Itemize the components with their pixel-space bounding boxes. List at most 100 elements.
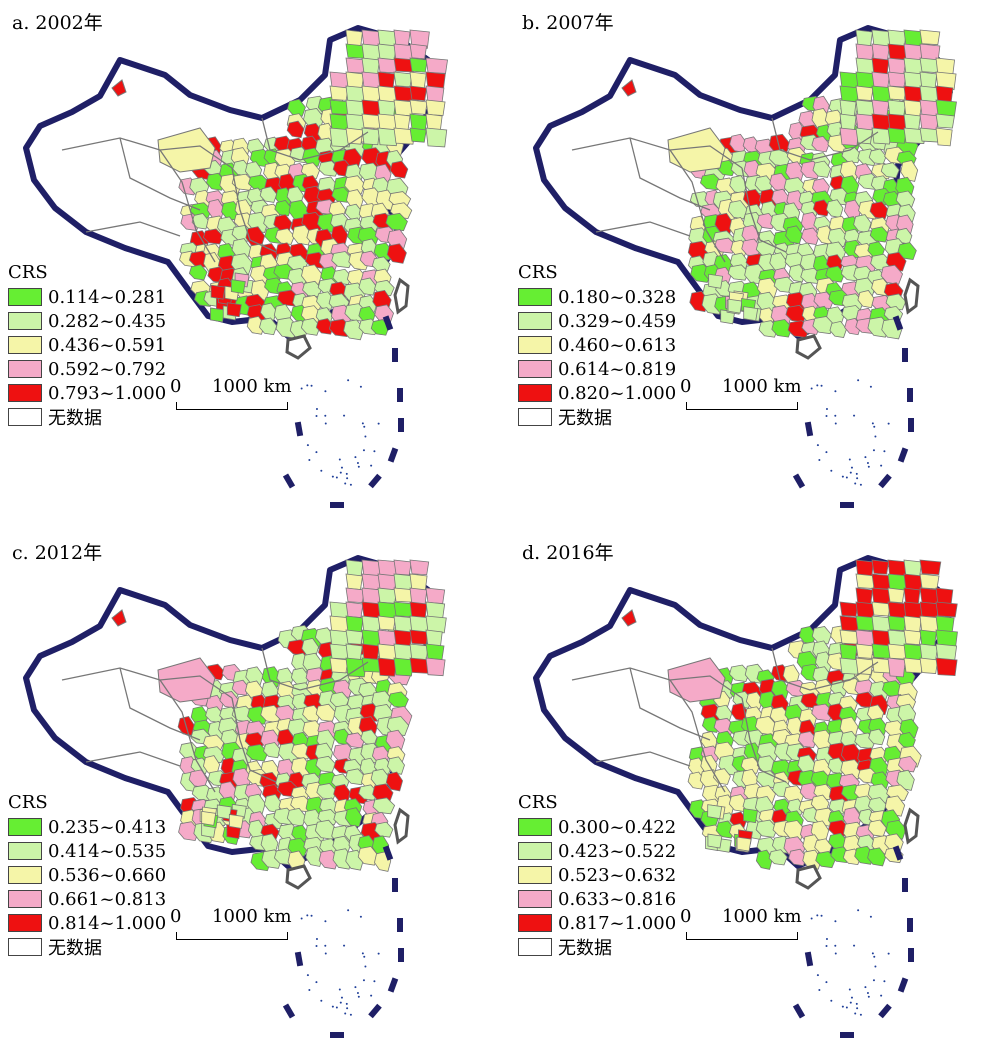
island-dot	[855, 472, 858, 475]
island-dot	[810, 387, 813, 390]
nine-dash-line	[792, 315, 914, 508]
island-dot	[816, 914, 819, 917]
scale-zero: 0	[680, 906, 692, 927]
legend-item: 0.592~0.792	[8, 357, 166, 381]
city-region	[316, 291, 335, 310]
island-dot	[315, 407, 318, 410]
legend-swatch	[518, 408, 552, 426]
island-dot	[343, 944, 346, 947]
island-dot	[845, 1006, 848, 1009]
city-region	[855, 643, 875, 659]
city-region	[377, 127, 399, 147]
island-dot	[810, 917, 813, 920]
legend-item: 0.235~0.413	[8, 815, 166, 839]
city-region	[871, 71, 891, 89]
legend-item-nodata: 无数据	[8, 405, 166, 429]
island-dot	[850, 466, 853, 469]
city-region	[727, 264, 750, 281]
island-dot	[849, 1001, 852, 1004]
island-dot	[834, 390, 837, 393]
city-region	[801, 227, 820, 245]
island-dot	[370, 994, 373, 997]
city-region	[756, 741, 780, 762]
scale-zero: 0	[170, 376, 182, 397]
city-region	[377, 615, 396, 631]
city-region	[201, 810, 217, 826]
city-region	[880, 264, 904, 285]
city-region	[812, 316, 835, 335]
city-regions	[621, 29, 957, 340]
city-region	[386, 716, 410, 736]
city-region	[840, 759, 863, 780]
city-region	[302, 704, 321, 723]
island-dot	[356, 991, 359, 994]
legend-swatch	[518, 842, 552, 860]
scale-distance: 1000 km	[722, 906, 802, 927]
city-region	[900, 160, 919, 182]
taiwan	[903, 277, 920, 315]
city-region	[729, 664, 750, 682]
city-region	[857, 290, 875, 309]
island-dot	[834, 952, 837, 955]
city-region	[286, 120, 305, 139]
city-region	[300, 317, 321, 336]
legend: CRS 0.180~0.328 0.329~0.459 0.460~0.613 …	[518, 262, 676, 429]
city-region	[372, 797, 396, 815]
city-region	[425, 615, 447, 634]
island-dot	[856, 477, 859, 480]
city-region	[409, 99, 428, 115]
hainan	[795, 334, 822, 360]
island-dot	[816, 384, 819, 387]
city-region	[331, 186, 351, 203]
city-region	[393, 113, 411, 131]
island-dot	[854, 482, 857, 485]
city-region	[345, 768, 366, 786]
city-region	[389, 160, 409, 179]
taiwan	[393, 277, 410, 315]
city-region	[756, 212, 776, 230]
legend-swatch	[518, 312, 552, 330]
legend-swatch	[8, 818, 42, 836]
island-dot	[825, 937, 828, 940]
panel-title: a. 2002年	[12, 12, 103, 34]
city-region	[409, 113, 428, 131]
island-dot	[324, 414, 327, 417]
island-dot	[315, 981, 318, 984]
island-dot	[880, 464, 883, 467]
city-region	[768, 849, 788, 866]
legend-swatch	[8, 288, 42, 306]
city-region	[357, 846, 379, 866]
city-region	[393, 71, 413, 88]
legend-item: 0.436~0.591	[8, 333, 166, 357]
island-dot	[830, 999, 833, 1002]
city-region	[245, 744, 269, 762]
island-dot	[361, 952, 364, 955]
legend-item: 0.414~0.535	[8, 839, 166, 863]
city-region	[409, 127, 427, 143]
island-dot	[873, 955, 876, 958]
china-map	[533, 25, 957, 508]
island-dot	[340, 466, 343, 469]
city-region	[871, 601, 891, 617]
legend-item: 0.820~1.000	[518, 381, 676, 405]
island-dot	[848, 988, 851, 991]
legend-item: 0.114~0.281	[8, 285, 166, 309]
city-region	[786, 798, 805, 816]
city-region	[393, 559, 412, 576]
city-region	[919, 573, 940, 590]
city-region	[425, 587, 446, 604]
south-sea-islands	[810, 379, 890, 486]
city-region	[667, 657, 726, 703]
map-panel: a. 2002年 CRS 0.114~0.281 0.282~0.435 0.4…	[0, 0, 500, 530]
legend-item: 0.661~0.813	[8, 887, 166, 911]
city-region	[370, 319, 390, 336]
map-panel: d. 2016年 CRS 0.300~0.422 0.423~0.522 0.5…	[510, 530, 1000, 1060]
island-dot	[869, 915, 872, 918]
city-region	[393, 127, 416, 145]
island-dot	[883, 450, 886, 453]
city-region	[827, 757, 845, 775]
panel-title: c. 2012年	[12, 542, 103, 564]
city-region	[727, 298, 743, 314]
city-region	[788, 848, 807, 867]
city-region	[259, 317, 278, 336]
